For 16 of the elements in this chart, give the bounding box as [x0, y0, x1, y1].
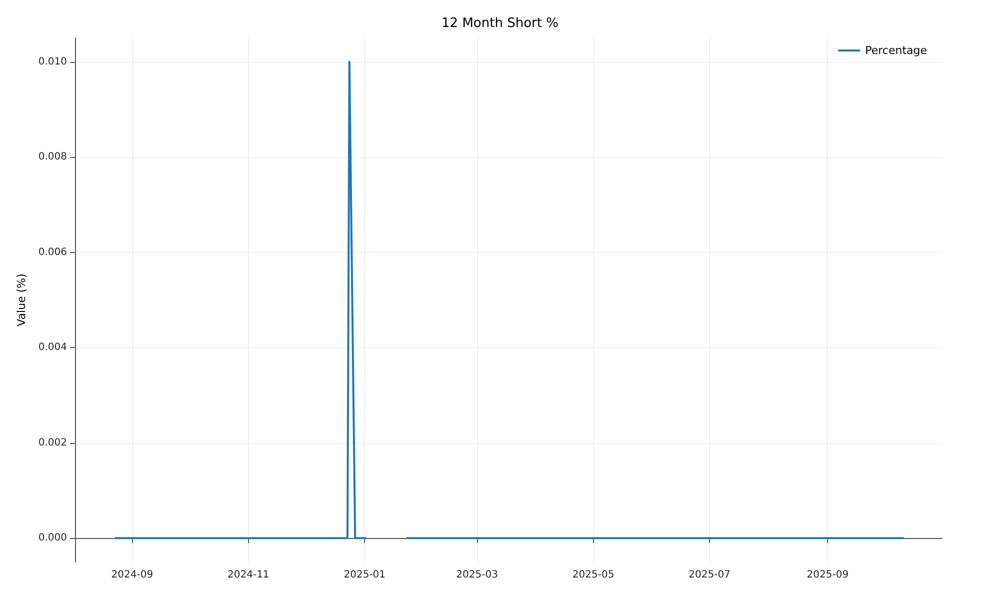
- y-tick-label: 0.010: [38, 56, 67, 68]
- y-tick-label: 0.002: [38, 437, 67, 448]
- x-tick-label: 2024-09: [111, 570, 154, 580]
- y-tick-label: 0.008: [38, 152, 67, 163]
- x-tick-label: 2024-11: [228, 570, 270, 580]
- x-tick-label: 2025-09: [806, 570, 849, 580]
- y-tick-label: 0.006: [38, 246, 67, 258]
- y-axis-title: Value (%): [15, 274, 28, 326]
- y-tick-label: 0.004: [38, 342, 67, 354]
- chart-title: 12 Month Short %: [442, 16, 558, 31]
- x-tick-label: 2025-01: [344, 570, 386, 580]
- x-tick-label: 2025-05: [572, 570, 614, 580]
- y-tick-label: 0.000: [38, 532, 67, 544]
- x-tick-label: 2025-07: [688, 570, 730, 580]
- legend-label: Percentage: [865, 44, 928, 57]
- x-tick-label: 2025-03: [456, 570, 498, 580]
